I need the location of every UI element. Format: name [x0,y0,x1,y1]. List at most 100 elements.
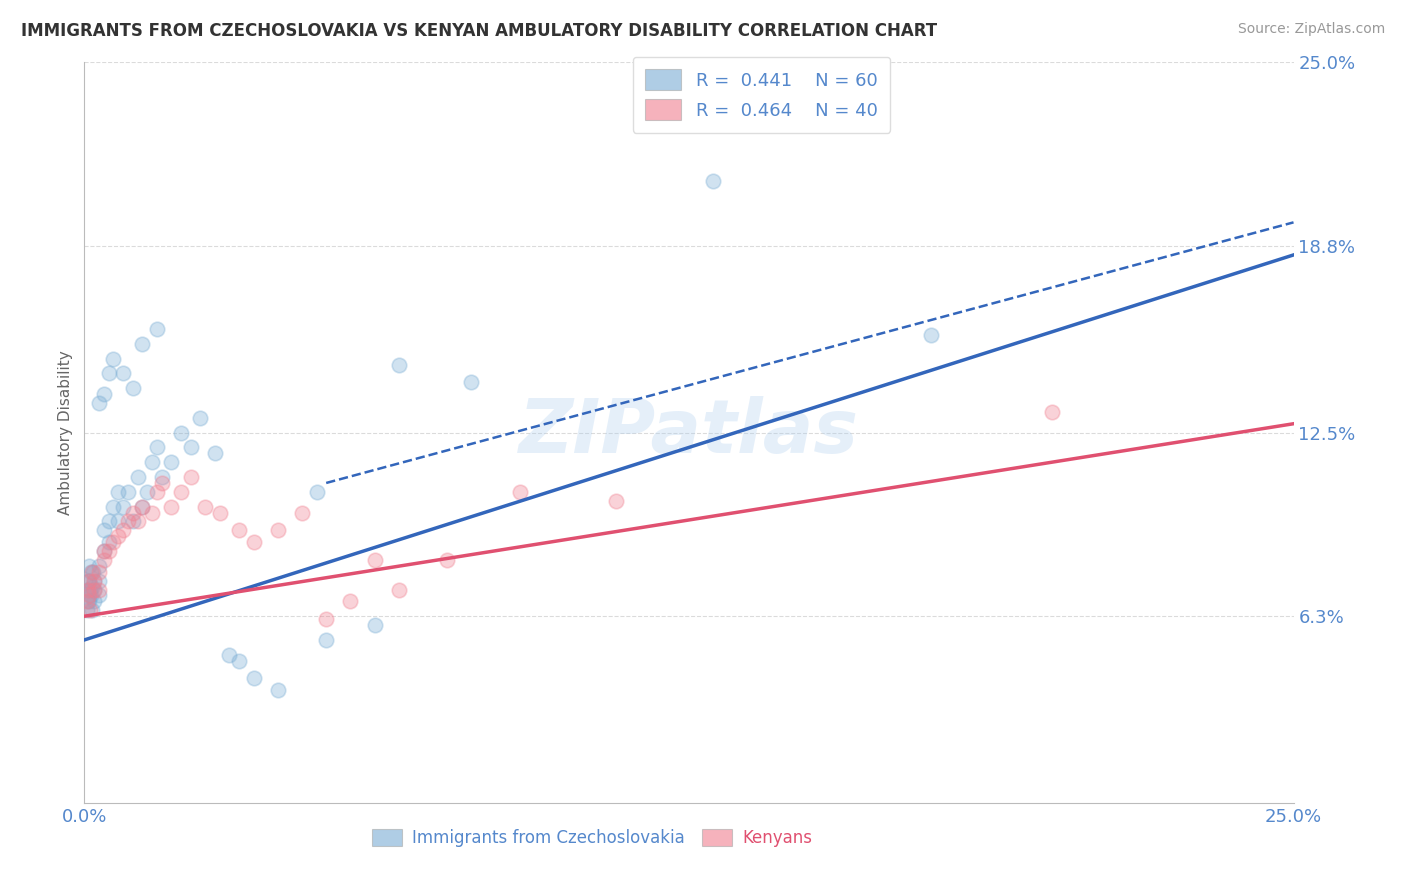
Point [97,367,120,381]
Point [76,582,98,597]
Point [1040,405,1063,419]
Point [87,565,110,579]
Point [80,580,103,594]
Point [267,683,290,698]
Point [194,500,217,514]
Point [80,565,103,579]
Text: IMMIGRANTS FROM CZECHOSLOVAKIA VS KENYAN AMBULATORY DISABILITY CORRELATION CHART: IMMIGRANTS FROM CZECHOSLOVAKIA VS KENYAN… [21,22,938,40]
Point [180,470,202,484]
Point [83,594,105,608]
Point [76,594,98,608]
Point [141,455,163,469]
Point [93,544,115,558]
Point [141,506,163,520]
Point [76,594,98,608]
Point [160,500,183,514]
Point [315,632,337,647]
Point [79,565,101,579]
Text: ZIPatlas: ZIPatlas [519,396,859,469]
Point [228,654,250,668]
Point [93,553,115,567]
Point [112,367,135,381]
Point [76,603,98,617]
Point [112,524,135,538]
Point [121,515,143,529]
Point [131,500,153,514]
Point [83,582,105,597]
Point [77,594,100,608]
Point [363,618,385,632]
Point [87,396,110,410]
Point [267,524,290,538]
Point [83,574,105,588]
Point [103,351,125,366]
Point [121,381,143,395]
Point [388,358,411,372]
Point [79,582,101,597]
Point [87,589,110,603]
Point [76,582,98,597]
Point [97,544,120,558]
Point [107,484,129,499]
Point [702,174,724,188]
Point [87,558,110,573]
Point [77,589,100,603]
Point [97,535,120,549]
Point [228,524,250,538]
Point [388,582,411,597]
Point [127,470,149,484]
Point [218,648,240,662]
Point [117,484,139,499]
Point [204,446,226,460]
Point [920,327,942,342]
Point [107,515,129,529]
Point [127,515,149,529]
Point [136,484,159,499]
Point [339,594,361,608]
Text: Source: ZipAtlas.com: Source: ZipAtlas.com [1237,22,1385,37]
Point [146,484,169,499]
Point [509,484,531,499]
Point [77,574,100,588]
Point [87,574,110,588]
Point [436,553,458,567]
Point [77,558,100,573]
Point [242,535,264,549]
Point [208,506,231,520]
Point [150,475,173,490]
Point [131,500,153,514]
Point [146,322,169,336]
Point [605,493,627,508]
Point [77,574,100,588]
Point [97,515,120,529]
Point [83,582,105,597]
Point [77,589,100,603]
Point [305,484,328,499]
Point [87,582,110,597]
Point [315,612,337,626]
Point [79,603,101,617]
Point [93,544,115,558]
Point [83,574,105,588]
Y-axis label: Ambulatory Disability: Ambulatory Disability [58,351,73,515]
Point [146,441,169,455]
Point [170,425,193,440]
Point [131,336,153,351]
Point [103,535,125,549]
Point [82,565,104,579]
Point [460,376,482,390]
Point [150,470,173,484]
Point [82,603,104,617]
Point [190,410,212,425]
Point [180,441,202,455]
Point [107,529,129,543]
Point [117,515,139,529]
Point [121,506,143,520]
Legend: Immigrants from Czechoslovakia, Kenyans: Immigrants from Czechoslovakia, Kenyans [366,822,818,854]
Point [93,387,115,401]
Point [103,500,125,514]
Point [170,484,193,499]
Point [112,500,135,514]
Point [80,589,103,603]
Point [363,553,385,567]
